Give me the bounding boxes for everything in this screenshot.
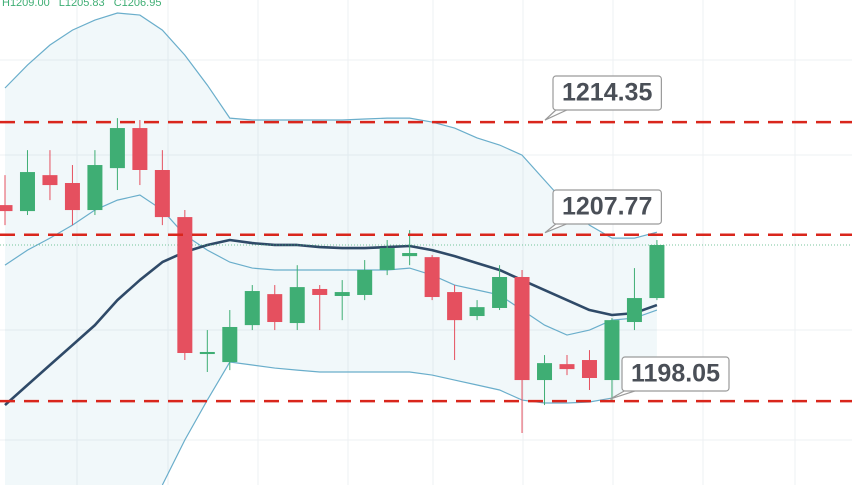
level-callout: 1207.77 xyxy=(544,189,662,234)
candle-body xyxy=(19,172,35,212)
level-callout: 1214.35 xyxy=(544,75,662,121)
candle-body xyxy=(199,351,215,355)
level-label: 1207.77 xyxy=(562,193,652,221)
level-label: 1198.05 xyxy=(631,360,720,388)
candle-body xyxy=(154,169,170,218)
candle-body xyxy=(649,244,665,299)
candle-body xyxy=(537,363,553,381)
level-label: 1214.35 xyxy=(562,79,652,107)
candle-body xyxy=(379,248,395,270)
header-high: H1209.00 xyxy=(2,0,50,9)
level-callout: 1198.05 xyxy=(609,356,730,400)
candle-body xyxy=(42,175,58,186)
candle-body xyxy=(312,288,328,295)
candle-body xyxy=(132,128,148,170)
candle-body xyxy=(87,165,103,211)
callout-pointer xyxy=(609,389,639,400)
callout-box xyxy=(552,75,662,111)
candle-body xyxy=(0,205,13,212)
band-line xyxy=(4,194,658,336)
ohlc-header: H1209.00 L1205.83 C1206.95 xyxy=(2,0,161,9)
candle-body xyxy=(604,320,620,381)
candle-body xyxy=(177,217,193,354)
candle-body xyxy=(357,269,373,295)
callout-pointer xyxy=(544,222,570,234)
candle-body xyxy=(492,276,508,308)
band-line xyxy=(4,12,658,239)
candle-body xyxy=(424,257,440,298)
candle-body xyxy=(469,307,485,317)
header-close: C1206.95 xyxy=(114,0,162,9)
band-line xyxy=(161,361,658,485)
candle-body xyxy=(109,128,125,169)
candle-body xyxy=(334,292,350,296)
candle-body xyxy=(244,291,260,326)
callout-box xyxy=(621,356,730,392)
candle-body xyxy=(289,287,305,324)
candle-body xyxy=(514,276,530,381)
candle-body xyxy=(626,298,642,323)
candle-body xyxy=(64,183,80,211)
candle-body xyxy=(447,292,463,321)
candle-body xyxy=(559,364,575,370)
candle-body xyxy=(581,360,597,379)
callout-pointer xyxy=(544,108,570,121)
candle-body xyxy=(402,253,418,257)
header-low: L1205.83 xyxy=(59,0,105,9)
moving-average xyxy=(4,238,658,407)
band-fill xyxy=(5,13,657,485)
candle-body xyxy=(222,326,238,363)
callout-box xyxy=(552,189,662,225)
candle-body xyxy=(267,294,283,323)
